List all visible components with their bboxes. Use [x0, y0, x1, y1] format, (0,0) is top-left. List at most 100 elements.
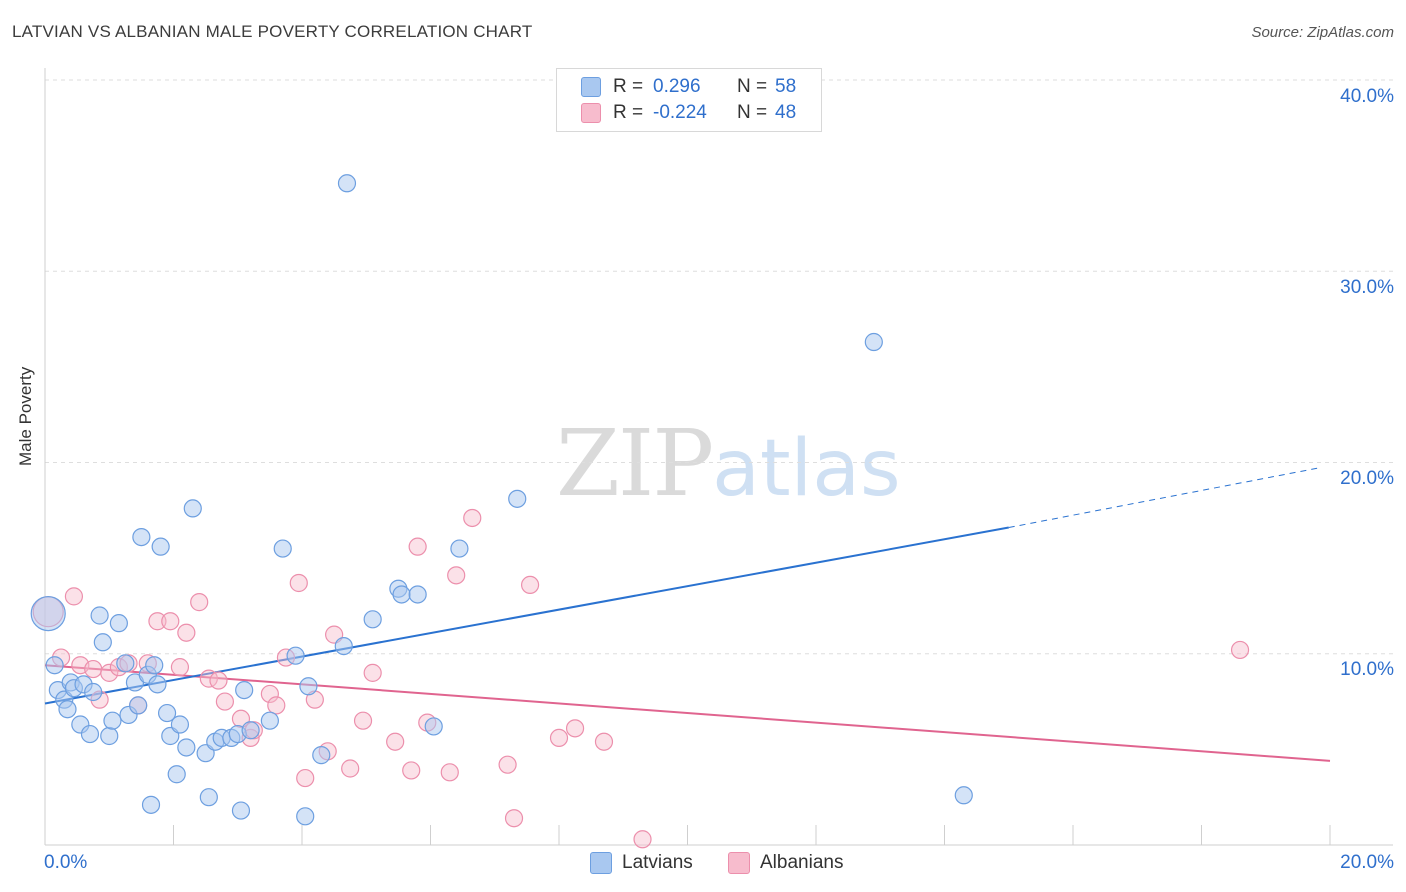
latvian-point	[58, 700, 77, 719]
latvian-point	[141, 795, 161, 814]
albanians-r-label: R =	[613, 102, 644, 123]
albanian-point	[170, 658, 190, 677]
latvian-point	[145, 656, 164, 675]
watermark-zip: ZIP	[556, 410, 714, 517]
latvian-point	[296, 807, 315, 826]
albanians-legend-swatch	[728, 852, 750, 874]
y-tick-label-10: 10.0%	[1340, 659, 1394, 680]
latvian-point	[170, 715, 190, 734]
albanian-point	[386, 732, 405, 751]
latvian-point	[45, 656, 64, 675]
albanian-point	[447, 566, 466, 585]
latvian-point	[241, 721, 260, 740]
x-tick-label-min: 0.0%	[44, 852, 88, 873]
latvian-point	[286, 646, 305, 665]
latvian-point	[148, 675, 167, 694]
latvian-point	[312, 746, 331, 765]
y-tick-label-30: 30.0%	[1340, 277, 1394, 298]
albanian-point	[161, 612, 180, 631]
latvian-point	[260, 711, 279, 730]
albanians-n-value: 48	[775, 102, 797, 123]
latvian-point	[450, 539, 469, 558]
albanian-point	[84, 659, 103, 679]
latvian-point	[93, 633, 112, 652]
albanian-point	[341, 759, 360, 778]
latvians-r-label: R =	[613, 76, 644, 97]
latvian-point	[80, 724, 100, 744]
latvian-point	[231, 801, 251, 820]
latvian-point	[30, 595, 66, 632]
latvian-point	[508, 489, 527, 508]
albanian-point	[215, 692, 234, 711]
x-tick-label-max: 20.0%	[1340, 852, 1394, 873]
albanian-point	[402, 761, 421, 780]
latvian-point	[363, 610, 382, 629]
data-points	[30, 174, 1250, 849]
albanian-point	[504, 809, 524, 828]
y-axis-label: Male Poverty	[16, 366, 35, 466]
albanian-point	[289, 573, 308, 593]
latvians-n-label: N =	[737, 76, 768, 97]
latvian-point	[199, 788, 218, 807]
latvian-point	[84, 682, 103, 702]
albanian-point	[177, 623, 196, 642]
latvians-trend-line	[44, 526, 1009, 705]
latvian-point	[116, 654, 135, 673]
latvian-point	[424, 717, 443, 736]
latvian-point	[177, 738, 196, 757]
latvians-legend-label: Latvians	[622, 852, 693, 873]
albanian-point	[408, 537, 427, 556]
albanians-legend-label: Albanians	[760, 852, 844, 873]
latvian-point	[151, 537, 170, 556]
albanian-point	[565, 719, 585, 738]
albanian-point	[267, 696, 286, 715]
albanian-point	[440, 763, 459, 782]
legend-row-latvians: R = 0.296 N = 58	[581, 74, 796, 100]
latvian-point	[183, 499, 202, 518]
albanian-point	[64, 587, 84, 606]
axes	[44, 68, 1393, 846]
legend-item-albanians[interactable]: Albanians	[728, 852, 843, 874]
latvians-trend-extension	[1008, 467, 1318, 529]
albanian-point	[633, 830, 652, 849]
albanian-point	[498, 755, 517, 774]
latvian-point	[132, 527, 151, 547]
latvian-point	[129, 696, 148, 715]
latvian-point	[299, 677, 318, 696]
albanian-point	[148, 612, 167, 631]
albanian-point	[549, 728, 569, 748]
latvian-point	[392, 585, 411, 604]
y-tick-label-40: 40.0%	[1340, 86, 1394, 107]
albanian-point	[209, 671, 228, 690]
albanian-point	[190, 593, 209, 612]
chart-title: LATVIAN VS ALBANIAN MALE POVERTY CORRELA…	[12, 22, 533, 41]
watermark: ZIPatlas	[556, 410, 901, 517]
latvians-swatch	[581, 77, 601, 97]
albanians-trend-line	[44, 664, 1331, 762]
albanians-r-value: -0.224	[653, 102, 707, 123]
y-tick-label-20: 20.0%	[1340, 468, 1394, 489]
latvian-point	[157, 703, 177, 723]
latvian-point	[273, 539, 292, 558]
albanian-point	[520, 575, 540, 595]
albanian-point	[296, 768, 315, 788]
albanian-point	[260, 684, 279, 704]
albanians-swatch	[581, 103, 601, 123]
latvians-n-value: 58	[775, 76, 797, 97]
latvian-point	[334, 636, 353, 656]
albanians-n-label: N =	[737, 102, 768, 123]
gridlines	[45, 79, 1393, 655]
correlation-legend: R = 0.296 N = 58 R = -0.224 N = 48	[556, 68, 822, 132]
albanian-point	[353, 711, 373, 730]
trend-lines	[44, 467, 1331, 762]
legend-item-latvians[interactable]: Latvians	[590, 852, 693, 874]
legend-row-albanians: R = -0.224 N = 48	[581, 100, 796, 126]
albanian-point	[594, 732, 614, 751]
latvian-point	[103, 711, 122, 730]
latvian-point	[235, 680, 254, 700]
latvians-legend-swatch	[590, 852, 612, 874]
latvian-point	[864, 332, 883, 352]
albanian-point	[1230, 640, 1250, 660]
latvian-point	[109, 614, 128, 633]
